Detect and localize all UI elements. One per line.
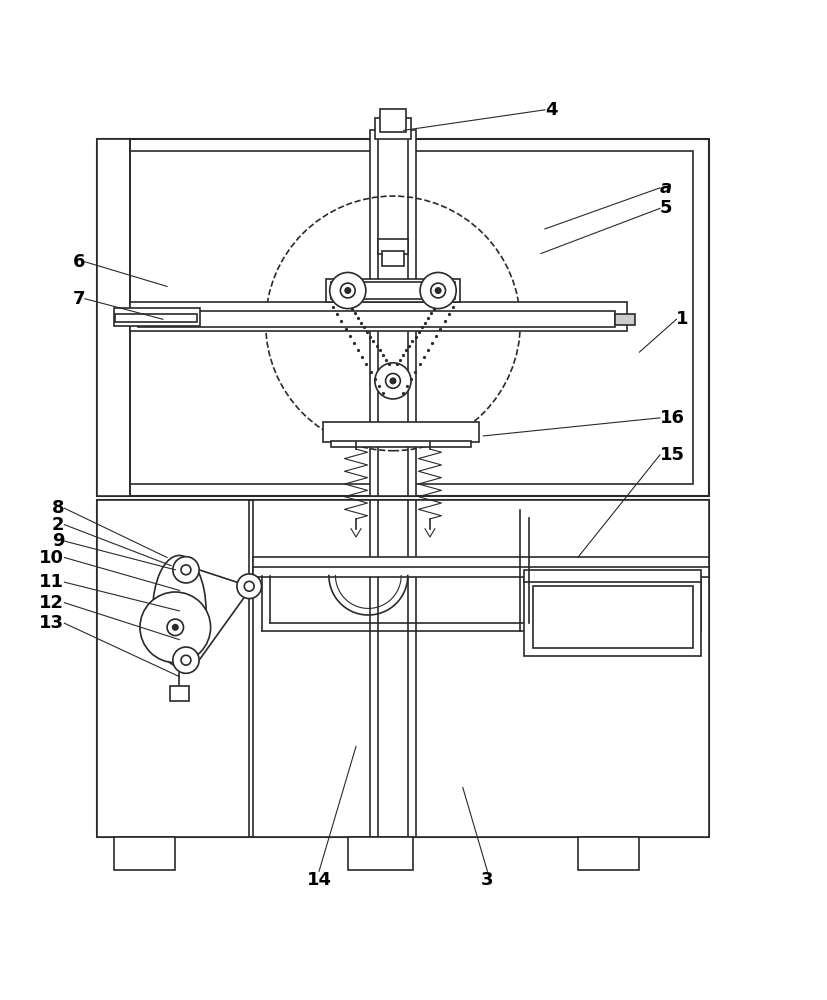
- Text: 3: 3: [481, 871, 494, 889]
- Bar: [382, 251, 404, 266]
- Circle shape: [385, 373, 400, 388]
- Text: 1: 1: [676, 310, 689, 328]
- Text: 10: 10: [40, 549, 65, 567]
- Bar: [378, 130, 408, 496]
- Bar: [370, 500, 416, 837]
- Ellipse shape: [153, 555, 206, 666]
- Text: 6: 6: [73, 253, 85, 271]
- Bar: [533, 586, 693, 648]
- Bar: [323, 422, 479, 442]
- Circle shape: [436, 288, 441, 293]
- Bar: [578, 837, 639, 870]
- Bar: [113, 308, 200, 326]
- Bar: [113, 151, 693, 484]
- Circle shape: [330, 272, 366, 309]
- Text: 16: 16: [660, 409, 685, 427]
- Bar: [524, 578, 701, 656]
- Bar: [380, 109, 406, 132]
- Bar: [614, 314, 635, 325]
- Bar: [98, 500, 249, 837]
- Circle shape: [431, 283, 446, 298]
- Bar: [327, 279, 460, 302]
- Bar: [98, 139, 710, 496]
- Circle shape: [173, 557, 199, 583]
- Bar: [253, 557, 710, 570]
- Text: 13: 13: [40, 614, 65, 632]
- Circle shape: [237, 574, 261, 599]
- Circle shape: [181, 565, 191, 575]
- Bar: [332, 441, 471, 447]
- Bar: [370, 130, 416, 496]
- Bar: [130, 302, 627, 331]
- Bar: [378, 500, 408, 837]
- Circle shape: [140, 592, 211, 663]
- Circle shape: [244, 581, 254, 591]
- Text: 7: 7: [73, 290, 85, 308]
- Circle shape: [167, 619, 184, 636]
- Circle shape: [181, 655, 191, 665]
- Circle shape: [341, 283, 355, 298]
- Bar: [524, 570, 701, 582]
- Circle shape: [390, 378, 395, 383]
- Text: 8: 8: [52, 499, 65, 517]
- Bar: [378, 239, 408, 254]
- Bar: [138, 311, 614, 327]
- Circle shape: [346, 288, 351, 293]
- Bar: [348, 837, 414, 870]
- Bar: [253, 567, 710, 577]
- Circle shape: [173, 625, 178, 630]
- Circle shape: [420, 272, 457, 309]
- Text: 2: 2: [52, 516, 65, 534]
- Bar: [113, 837, 175, 870]
- Text: 5: 5: [660, 199, 672, 217]
- Bar: [98, 139, 130, 496]
- Bar: [375, 118, 411, 139]
- Text: 15: 15: [660, 446, 685, 464]
- Text: 12: 12: [40, 594, 65, 612]
- Bar: [332, 282, 455, 299]
- Bar: [98, 500, 710, 837]
- Text: 4: 4: [545, 101, 557, 119]
- Text: 14: 14: [307, 871, 332, 889]
- Text: 9: 9: [52, 532, 65, 550]
- Text: a: a: [660, 179, 672, 197]
- Bar: [115, 314, 198, 322]
- Text: 11: 11: [40, 573, 65, 591]
- Circle shape: [375, 363, 411, 399]
- Bar: [170, 686, 189, 701]
- Circle shape: [173, 647, 199, 673]
- Bar: [253, 500, 710, 837]
